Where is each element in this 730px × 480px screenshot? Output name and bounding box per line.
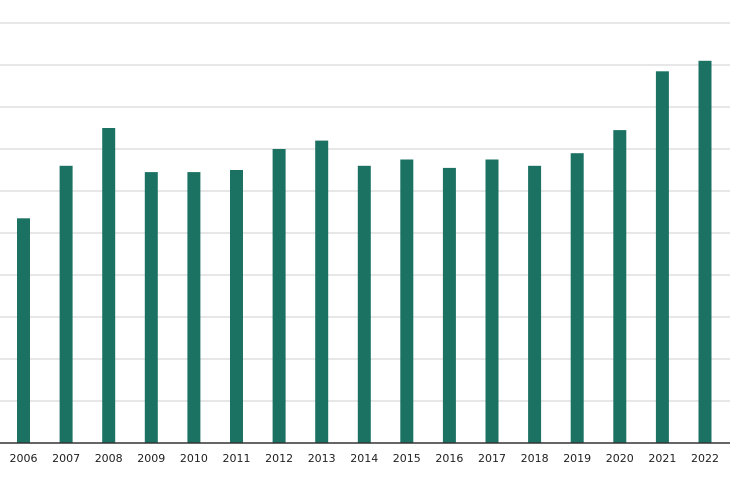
bar-2016 (442, 167, 456, 443)
x-tick-label: 2014 (350, 452, 378, 465)
bar-2012 (272, 149, 286, 443)
bars (17, 60, 712, 444)
bar-2006 (17, 218, 30, 443)
x-tick-label: 2008 (95, 452, 123, 465)
x-tick-label: 2010 (180, 452, 208, 465)
x-tick-label: 2019 (563, 452, 591, 465)
bar-2013 (315, 140, 329, 443)
bar-2020 (613, 130, 627, 443)
x-tick-label: 2007 (52, 452, 80, 465)
x-tick-label: 2022 (691, 452, 719, 465)
x-tick-label: 2012 (265, 452, 293, 465)
x-tick-label: 2016 (435, 452, 463, 465)
bar-2011 (230, 170, 243, 443)
bar-2009 (144, 172, 158, 443)
bar-2014 (357, 165, 371, 444)
bar-2008 (102, 128, 116, 443)
x-tick-label: 2015 (393, 452, 421, 465)
x-tick-labels: 2006 2007 2008 2009 2010 2011 2012 2013 2014 2015… (10, 452, 720, 465)
x-tick-label: 2006 (10, 452, 38, 465)
x-tick-label: 2011 (223, 452, 251, 465)
bar-2010 (187, 172, 201, 443)
x-tick-label: 2013 (308, 452, 336, 465)
x-tick-label: 2021 (648, 452, 676, 465)
x-tick-label: 2009 (137, 452, 165, 465)
bar-2022 (698, 60, 712, 444)
x-tick-label: 2017 (478, 452, 506, 465)
bar-2015 (400, 159, 414, 443)
x-tick-label: 2018 (521, 452, 549, 465)
bar-2018 (528, 165, 542, 444)
bar-2021 (655, 71, 669, 444)
bar-2017 (485, 159, 499, 443)
bar-2019 (570, 153, 584, 443)
x-tick-label: 2020 (606, 452, 634, 465)
bar-2007 (59, 165, 73, 444)
